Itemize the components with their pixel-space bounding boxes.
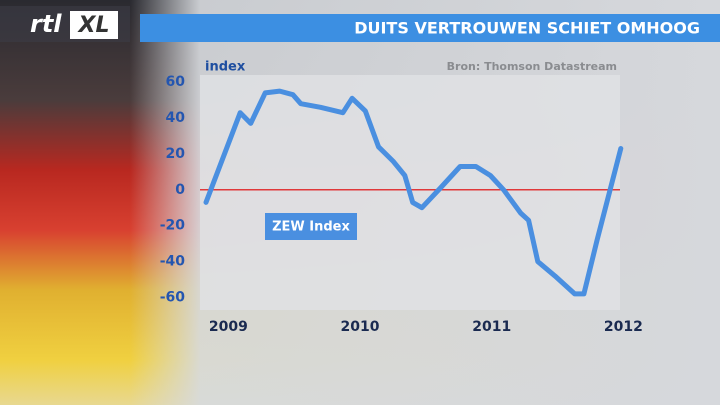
- chart-title: DUITS VERTROUWEN SCHIET OMHOOG: [354, 19, 700, 38]
- x-tick-label: 2009: [209, 319, 248, 335]
- legend-box: [265, 213, 357, 240]
- y-axis-label: index: [205, 60, 246, 75]
- y-tick-label: -40: [160, 254, 186, 270]
- logo-rtl: rtl: [30, 10, 62, 38]
- data-line: [203, 88, 624, 297]
- y-tick-label: -20: [160, 218, 186, 234]
- y-tick-label: 60: [166, 74, 186, 90]
- y-tick-label: 0: [175, 182, 185, 198]
- y-tick-label: 40: [166, 110, 186, 126]
- x-tick-label: 2012: [604, 319, 643, 335]
- y-tick-label: -60: [160, 289, 186, 305]
- x-tick-label: 2011: [472, 319, 511, 335]
- y-tick-label: 20: [166, 146, 186, 162]
- title-bar: [140, 14, 720, 42]
- x-tick-label: 2010: [341, 319, 380, 335]
- logo-xl: XL: [77, 13, 110, 38]
- logo-xl-box: [70, 11, 118, 39]
- legend-label: ZEW Index: [272, 220, 350, 235]
- source: Bron: Thomson Datastream: [447, 60, 617, 73]
